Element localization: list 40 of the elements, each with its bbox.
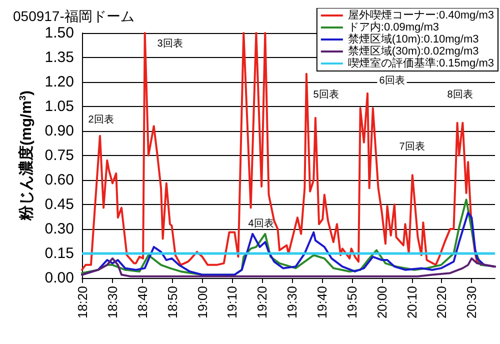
x-tick-label: 19:00 (194, 286, 210, 319)
legend-label: 禁煙区域(30m):0.02mg/m3 (348, 44, 479, 58)
y-tick-label: 1.20 (44, 74, 74, 90)
y-tick-label: 1.35 (44, 49, 74, 66)
y-tick-label: 1.05 (44, 98, 74, 115)
y-tick-label: 0.75 (44, 147, 74, 164)
x-tick-label: 18:50 (164, 286, 180, 319)
annotation: 6回表 (379, 74, 405, 86)
legend-label: ドア内:0.09mg/m3 (348, 20, 440, 34)
y-tick-label: 0.90 (44, 122, 74, 140)
legend-label: 禁煙区域(10m):0.10mg/m3 (348, 32, 479, 46)
x-tick-label: 19:40 (314, 286, 330, 319)
y-tick-label: 0.00 (44, 270, 74, 286)
x-tick-label: 20:10 (404, 286, 420, 319)
annotation: 3回表 (157, 38, 183, 50)
y-tick-label: 1.50 (44, 24, 74, 42)
x-tick-label: 18:30 (105, 286, 120, 319)
x-tick-label: 19:30 (284, 286, 300, 319)
annotation: 8回表 (447, 88, 473, 100)
x-tick-label: 18:40 (134, 286, 150, 319)
y-tick-label: 0.45 (44, 196, 74, 213)
y-tick-label: 0.60 (44, 172, 74, 188)
chart-title: 050917-福岡ドーム (13, 8, 134, 24)
x-tick-label: 19:20 (254, 286, 270, 319)
y-axis-title: 粉じん濃度(mg/m3) (16, 90, 35, 222)
x-tick-label: 18:20 (75, 286, 90, 319)
x-tick-label: 19:50 (344, 286, 360, 319)
x-tick-label: 19:10 (224, 286, 240, 319)
annotation: 4回表 (248, 218, 274, 230)
y-tick-label: 0.30 (44, 220, 74, 238)
annotation: 2回表 (88, 114, 114, 126)
x-tick-label: 20:20 (434, 286, 450, 319)
legend-label: 屋外喫煙コーナー:0.40mg/m3 (348, 8, 494, 22)
y-tick-label: 0.15 (44, 245, 74, 262)
annotation: 5回表 (313, 88, 339, 100)
x-tick-label: 20:00 (374, 286, 390, 319)
x-tick-label: 20:30 (464, 286, 480, 319)
legend-label: 喫煙室の評価基準:0.15mg/m3 (348, 56, 494, 70)
line-series (81, 198, 496, 276)
annotation: 7回表 (399, 140, 425, 152)
